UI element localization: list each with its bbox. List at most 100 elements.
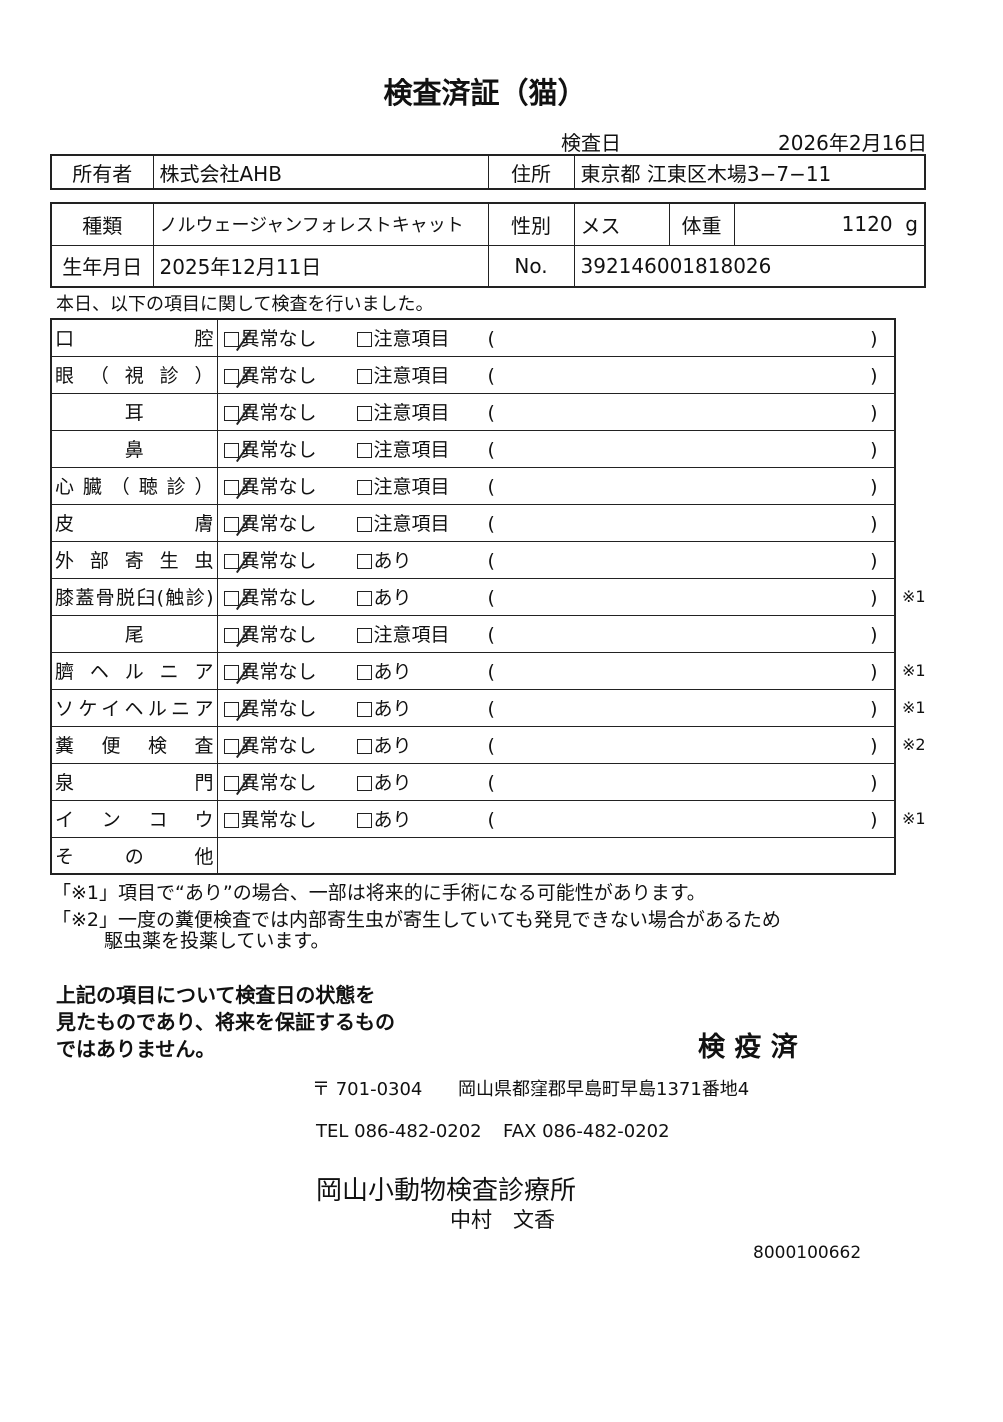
checkbox-normal[interactable]: [223, 554, 239, 569]
checkbox-normal[interactable]: [223, 517, 239, 532]
normal-option[interactable]: 異常なし: [218, 620, 351, 647]
exam-row: 膝蓋骨脱臼(触診) 異常なし あり(): [51, 578, 895, 616]
normal-option[interactable]: 異常なし: [218, 583, 351, 610]
remarks-field[interactable]: (): [487, 513, 878, 535]
abnormal-option[interactable]: あり: [351, 583, 484, 610]
checkbox-abnormal[interactable]: [356, 628, 372, 643]
checkbox-normal[interactable]: [223, 628, 239, 643]
checkbox-normal[interactable]: [223, 480, 239, 495]
exam-item-label: 口腔: [51, 319, 218, 357]
remarks-field[interactable]: (): [487, 624, 878, 646]
checkbox-normal[interactable]: [223, 591, 239, 606]
clinic-name: 岡山小動物検査診療所: [316, 1176, 577, 1206]
checkbox-abnormal[interactable]: [356, 406, 372, 421]
remarks-field[interactable]: (): [487, 809, 878, 831]
exam-row: 糞便検査 異常なし あり(): [51, 726, 895, 764]
normal-option[interactable]: 異常なし: [218, 768, 351, 795]
footnote-marker: ※1: [902, 698, 926, 717]
other-label: その他: [51, 837, 218, 875]
remarks-field[interactable]: (): [487, 661, 878, 683]
remarks-field[interactable]: (): [487, 587, 878, 609]
normal-option[interactable]: 異常なし: [218, 361, 351, 388]
checkbox-normal[interactable]: [223, 369, 239, 384]
exam-item-label: 泉門: [51, 763, 218, 801]
abnormal-option[interactable]: 注意項目: [351, 398, 484, 425]
checkbox-normal[interactable]: [223, 332, 239, 348]
abnormal-option[interactable]: 注意項目: [351, 509, 484, 536]
checkbox-abnormal[interactable]: [356, 591, 372, 606]
abnormal-option[interactable]: あり: [351, 731, 484, 758]
abnormal-option[interactable]: あり: [351, 768, 484, 795]
normal-option[interactable]: 異常なし: [218, 546, 351, 573]
address-label: 住所: [487, 154, 575, 190]
checkbox-abnormal[interactable]: [356, 480, 372, 495]
remarks-field[interactable]: (): [487, 402, 878, 424]
checkbox-abnormal[interactable]: [356, 702, 372, 717]
disclaimer: 上記の項目について検査日の状態を 見たものであり、将来を保証するもの ではありません…: [56, 983, 395, 1061]
footnote-2: 「※2」一度の糞便検査では内部寄生虫が寄生していても発見できない場合があるため: [52, 909, 781, 931]
checkbox-abnormal[interactable]: [356, 517, 372, 532]
no-value: 392146001818026: [573, 244, 926, 288]
remarks-field[interactable]: (): [487, 698, 878, 720]
remarks-field[interactable]: (): [487, 365, 878, 387]
checkbox-abnormal[interactable]: [356, 776, 372, 791]
abnormal-option[interactable]: 注意項目: [351, 324, 484, 351]
dob-label: 生年月日: [50, 244, 154, 288]
abnormal-option[interactable]: あり: [351, 657, 484, 684]
exam-row: インコウ 異常なし あり(): [51, 800, 895, 838]
abnormal-option[interactable]: 注意項目: [351, 620, 484, 647]
normal-option[interactable]: 異常なし: [218, 472, 351, 499]
abnormal-option[interactable]: 注意項目: [351, 435, 484, 462]
abnormal-option[interactable]: あり: [351, 694, 484, 721]
checkbox-abnormal[interactable]: [356, 554, 372, 569]
checkbox-abnormal[interactable]: [356, 443, 372, 458]
sex-label: 性別: [487, 202, 575, 246]
checkbox-normal[interactable]: [223, 702, 239, 717]
remarks-field[interactable]: (): [487, 476, 878, 498]
checkbox-abnormal[interactable]: [356, 665, 372, 680]
exam-row: 尾 異常なし 注意項目(): [51, 615, 895, 653]
normal-option[interactable]: 異常なし: [218, 324, 351, 351]
exam-item-label: ソケイヘルニア: [51, 689, 218, 727]
normal-option[interactable]: 異常なし: [218, 731, 351, 758]
checkbox-normal[interactable]: [223, 443, 239, 458]
checkbox-abnormal[interactable]: [356, 813, 372, 828]
exam-row: ソケイヘルニア 異常なし あり(): [51, 689, 895, 727]
remarks-field[interactable]: (): [487, 735, 878, 757]
exam-row: 皮膚 異常なし 注意項目(): [51, 504, 895, 542]
remarks-field[interactable]: (): [487, 328, 878, 351]
checkbox-normal[interactable]: [223, 776, 239, 791]
checkbox-normal[interactable]: [223, 406, 239, 421]
checkbox-normal[interactable]: [223, 739, 239, 754]
quarantine-stamp: 検 疫 済: [698, 1032, 798, 1063]
remarks-field[interactable]: (): [487, 439, 878, 461]
checkbox-normal[interactable]: [223, 813, 239, 828]
abnormal-option[interactable]: 注意項目: [351, 361, 484, 388]
exam-row: 臍ヘルニア 異常なし あり(): [51, 652, 895, 690]
checkbox-abnormal[interactable]: [356, 369, 372, 384]
normal-option[interactable]: 異常なし: [218, 694, 351, 721]
normal-option[interactable]: 異常なし: [218, 509, 351, 536]
weight-label: 体重: [668, 202, 735, 246]
normal-option[interactable]: 異常なし: [218, 805, 351, 832]
checkbox-abnormal[interactable]: [356, 739, 372, 754]
normal-option[interactable]: 異常なし: [218, 398, 351, 425]
abnormal-option[interactable]: 注意項目: [351, 472, 484, 499]
remarks-field[interactable]: (): [487, 772, 878, 794]
pet-table: 種類 ノルウェージャンフォレストキャット 性別 メス 体重 1120 g 生年月…: [50, 202, 926, 288]
footnote-marker: ※1: [902, 587, 926, 606]
normal-option[interactable]: 異常なし: [218, 657, 351, 684]
exam-row: 口腔 異常なし 注意項目(): [51, 319, 895, 357]
remarks-field[interactable]: (): [487, 550, 878, 572]
footnote-marker: ※2: [902, 735, 926, 754]
checkbox-normal[interactable]: [223, 665, 239, 680]
sex-value: メス: [573, 202, 670, 246]
checkbox-abnormal[interactable]: [356, 332, 372, 348]
exam-row: 外部寄生虫 異常なし あり(): [51, 541, 895, 579]
other-field[interactable]: [217, 837, 895, 875]
abnormal-option[interactable]: あり: [351, 546, 484, 573]
normal-option[interactable]: 異常なし: [218, 435, 351, 462]
doctor-name: 中村 文香: [450, 1208, 555, 1232]
abnormal-option[interactable]: あり: [351, 805, 484, 832]
footnote-1: 「※1」項目で“あり”の場合、一部は将来的に手術になる可能性があります。: [52, 882, 706, 904]
